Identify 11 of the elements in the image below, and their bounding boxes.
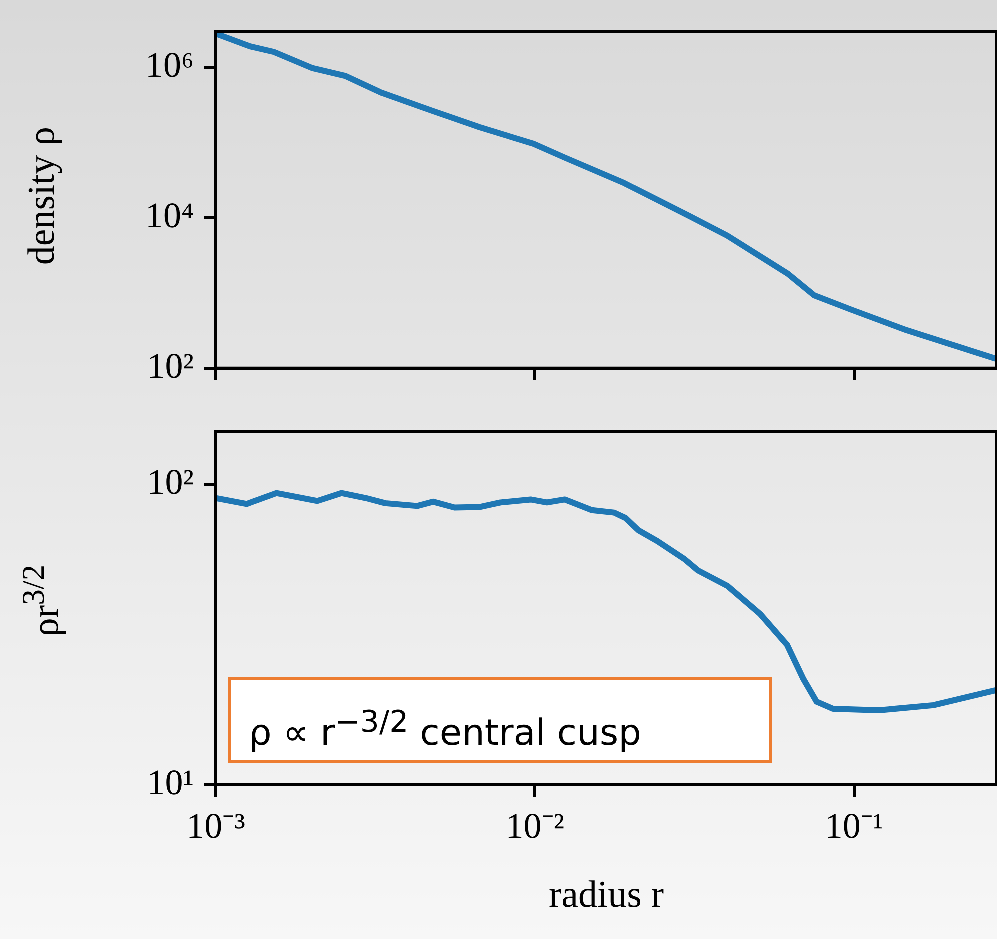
- text-box: ρ ∝ r$^{−3/2}$ central cusp: [228, 677, 772, 763]
- x-tick-label: 10⁻²: [506, 806, 565, 846]
- y-tick-label: 10²: [147, 346, 194, 386]
- x-tick-label: 10⁻³: [186, 806, 246, 846]
- y-tick-label: 10¹: [147, 762, 194, 802]
- y-axis-title: density ρ: [20, 126, 64, 266]
- x-tick-label: 10⁻¹: [824, 806, 884, 846]
- y-tick-label: 10⁴: [145, 195, 194, 236]
- y-tick-label: 10²: [147, 462, 194, 502]
- y-tick-label: 10⁶: [145, 44, 194, 85]
- x-axis-title: radius r: [548, 873, 664, 917]
